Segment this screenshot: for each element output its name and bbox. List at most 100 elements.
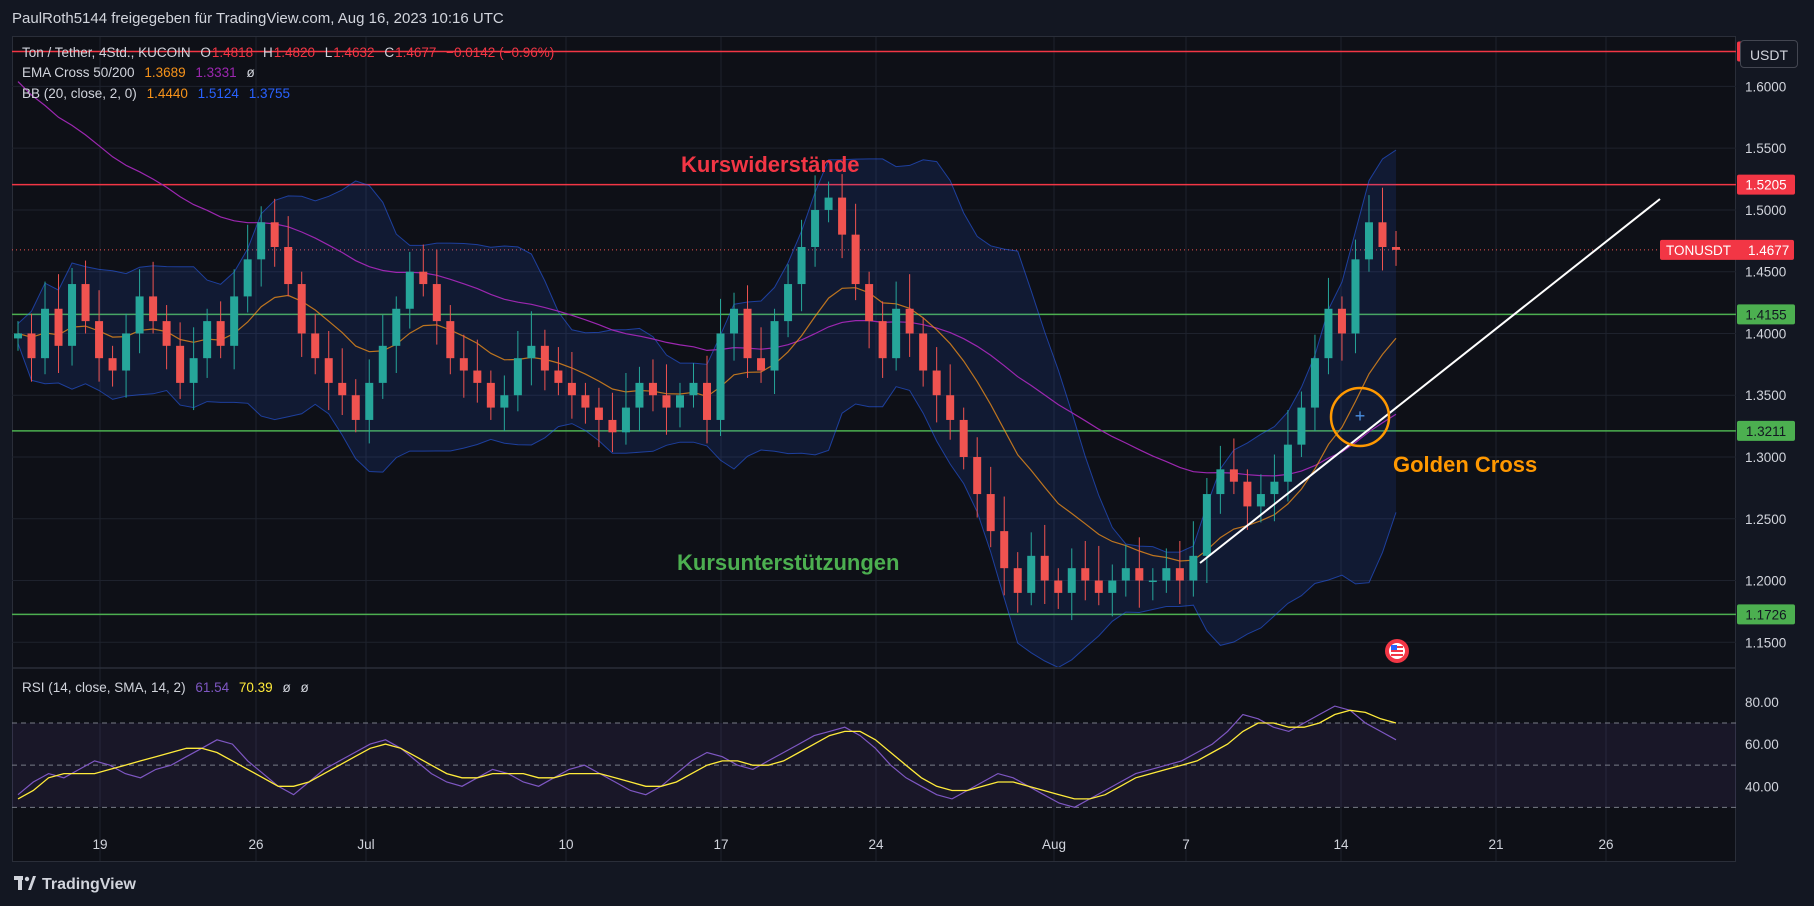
ema-slow-value: 1.3331 bbox=[195, 65, 237, 80]
bb-basis-value: 1.4440 bbox=[146, 86, 188, 101]
low-label: L bbox=[324, 45, 333, 60]
support-annotation[interactable]: Kursunterstützungen bbox=[677, 550, 899, 575]
candle-body bbox=[905, 308, 914, 334]
candle-body bbox=[176, 345, 185, 383]
candle-body bbox=[1392, 247, 1400, 250]
rsi-tick-label: 40.00 bbox=[1745, 779, 1779, 794]
level-badge bbox=[1737, 604, 1795, 625]
symbol-legend[interactable]: Ton / Tether, 4Std., KUCOIN O1.4818 H1.4… bbox=[22, 45, 560, 60]
candle-body bbox=[932, 370, 941, 396]
candle-body bbox=[703, 382, 711, 420]
candle-body bbox=[1040, 555, 1049, 581]
ema-legend[interactable]: EMA Cross 50/200 1.3689 1.3331 ø bbox=[22, 65, 261, 80]
resistance-annotation[interactable]: Kurswiderstände bbox=[681, 152, 860, 177]
close-label: C bbox=[384, 45, 395, 60]
brand-name: TradingView bbox=[42, 876, 136, 893]
candle-body bbox=[1310, 358, 1319, 408]
price-tick-label: 1.5500 bbox=[1745, 141, 1786, 156]
candle-body bbox=[797, 247, 806, 285]
candle-body bbox=[1175, 568, 1184, 581]
candle-body bbox=[540, 345, 549, 371]
candle-body bbox=[486, 382, 495, 408]
candle-body bbox=[878, 321, 887, 359]
candle-body bbox=[68, 284, 77, 346]
flag-icon[interactable] bbox=[1385, 639, 1409, 663]
last-price-symbol: TONUSDT bbox=[1666, 243, 1731, 258]
candle-body bbox=[892, 308, 901, 359]
bb-legend[interactable]: BB (20, close, 2, 0) 1.4440 1.5124 1.375… bbox=[22, 86, 296, 101]
time-tick-label: Jul bbox=[357, 837, 374, 852]
candle-body bbox=[824, 197, 833, 210]
open-label: O bbox=[200, 45, 211, 60]
candle-body bbox=[743, 308, 752, 359]
chart-panel[interactable] bbox=[12, 36, 1736, 862]
bb-name: BB (20, close, 2, 0) bbox=[22, 86, 137, 101]
ema-name: EMA Cross 50/200 bbox=[22, 65, 135, 80]
level-badge-label: 1.5205 bbox=[1745, 178, 1786, 193]
golden-cross-circle[interactable] bbox=[1329, 386, 1391, 448]
candle-body bbox=[513, 358, 522, 396]
rsi-tick-label: 60.00 bbox=[1745, 737, 1779, 752]
candle-body bbox=[1378, 222, 1387, 247]
candle-body bbox=[311, 333, 320, 359]
high-value: 1.4820 bbox=[273, 45, 315, 60]
candle-body bbox=[675, 395, 684, 408]
bb-lower-value: 1.3755 bbox=[248, 86, 290, 101]
candle-body bbox=[378, 345, 387, 383]
rsi-axis[interactable]: 80.00 60.00 40.00 bbox=[1745, 695, 1779, 794]
rsi-legend[interactable]: RSI (14, close, SMA, 14, 2) 61.54 70.39 … bbox=[22, 680, 315, 695]
candle-body bbox=[730, 308, 739, 334]
candle-body bbox=[811, 209, 820, 247]
candle-body bbox=[297, 284, 306, 334]
candle-body bbox=[527, 345, 536, 359]
candle-body bbox=[608, 419, 617, 433]
currency-button[interactable]: USDT bbox=[1740, 40, 1798, 68]
candle-body bbox=[959, 419, 968, 457]
low-value: 1.4632 bbox=[333, 45, 375, 60]
candle-body bbox=[203, 321, 212, 359]
candle-body bbox=[338, 382, 347, 396]
candle-body bbox=[554, 370, 563, 383]
time-tick-label: 14 bbox=[1333, 837, 1349, 852]
time-tick-label: 26 bbox=[248, 837, 263, 852]
ema-fast-value: 1.3689 bbox=[144, 65, 186, 80]
candle-body bbox=[1135, 568, 1144, 581]
candle-body bbox=[865, 284, 874, 322]
time-tick-label: 21 bbox=[1488, 837, 1503, 852]
share-caption: PaulRoth5144 freigegeben für TradingView… bbox=[12, 10, 504, 27]
tradingview-logo[interactable]: TradingView bbox=[14, 875, 136, 894]
candle-body bbox=[986, 494, 995, 532]
last-price-badge bbox=[1660, 239, 1794, 260]
candle-body bbox=[1283, 444, 1292, 482]
symbol-name: Ton / Tether, 4Std., KUCOIN bbox=[22, 45, 191, 60]
golden-cross-annotation[interactable]: Golden Cross bbox=[1393, 452, 1537, 477]
level-badge bbox=[1737, 420, 1795, 441]
candle-body bbox=[284, 247, 293, 285]
rsi-pane: 80.00 60.00 40.00 bbox=[12, 695, 1779, 808]
candle-body bbox=[567, 382, 576, 396]
level-badge-label: 1.1726 bbox=[1745, 607, 1786, 622]
candle-body bbox=[473, 370, 482, 383]
trend-line[interactable] bbox=[1199, 198, 1661, 564]
candle-body bbox=[41, 308, 50, 359]
time-tick-label: 19 bbox=[92, 837, 107, 852]
candle-body bbox=[635, 382, 644, 408]
close-value: 1.4677 bbox=[395, 45, 437, 60]
candle-body bbox=[1108, 580, 1117, 593]
time-tick-label: Aug bbox=[1042, 837, 1066, 852]
candle-body bbox=[230, 296, 239, 346]
candle-body bbox=[1229, 469, 1238, 482]
price-tick-label: 1.3500 bbox=[1745, 388, 1786, 403]
candle-body bbox=[1243, 481, 1252, 507]
time-axis[interactable]: 19 26 Jul 10 17 24 Aug 7 14 21 26 bbox=[92, 837, 1613, 852]
bottom-bar bbox=[0, 862, 1814, 906]
open-value: 1.4818 bbox=[211, 45, 254, 60]
candle-body bbox=[1027, 555, 1036, 593]
candle-body bbox=[716, 333, 725, 420]
rsi-value: 61.54 bbox=[195, 680, 230, 695]
price-axis[interactable]: 1.6000 1.5500 1.5000 1.4500 1.4000 1.3500 1.30… bbox=[1745, 79, 1786, 650]
candle-body bbox=[1324, 308, 1333, 359]
candle-body bbox=[149, 296, 158, 322]
candle-body bbox=[135, 296, 144, 334]
